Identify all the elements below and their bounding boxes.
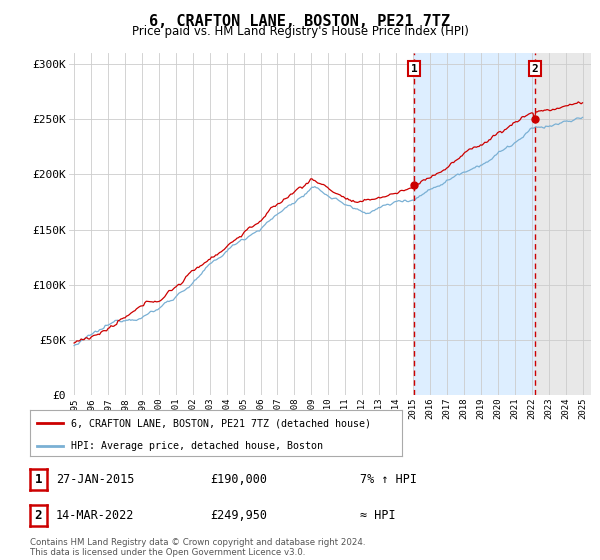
Text: 7% ↑ HPI: 7% ↑ HPI	[360, 473, 417, 486]
Text: Price paid vs. HM Land Registry's House Price Index (HPI): Price paid vs. HM Land Registry's House …	[131, 25, 469, 38]
Text: £249,950: £249,950	[210, 509, 267, 522]
Text: 2: 2	[35, 509, 42, 522]
Text: 1: 1	[35, 473, 42, 486]
Text: ≈ HPI: ≈ HPI	[360, 509, 395, 522]
Text: 27-JAN-2015: 27-JAN-2015	[56, 473, 134, 486]
Text: 14-MAR-2022: 14-MAR-2022	[56, 509, 134, 522]
Bar	[414, 53, 535, 395]
Text: 6, CRAFTON LANE, BOSTON, PE21 7TZ (detached house): 6, CRAFTON LANE, BOSTON, PE21 7TZ (detac…	[71, 418, 371, 428]
Text: 2: 2	[532, 64, 538, 73]
Bar	[535, 53, 591, 395]
Text: HPI: Average price, detached house, Boston: HPI: Average price, detached house, Bost…	[71, 441, 323, 451]
Text: £190,000: £190,000	[210, 473, 267, 486]
Text: Contains HM Land Registry data © Crown copyright and database right 2024.
This d: Contains HM Land Registry data © Crown c…	[30, 538, 365, 557]
Text: 1: 1	[411, 64, 418, 73]
Text: 6, CRAFTON LANE, BOSTON, PE21 7TZ: 6, CRAFTON LANE, BOSTON, PE21 7TZ	[149, 14, 451, 29]
